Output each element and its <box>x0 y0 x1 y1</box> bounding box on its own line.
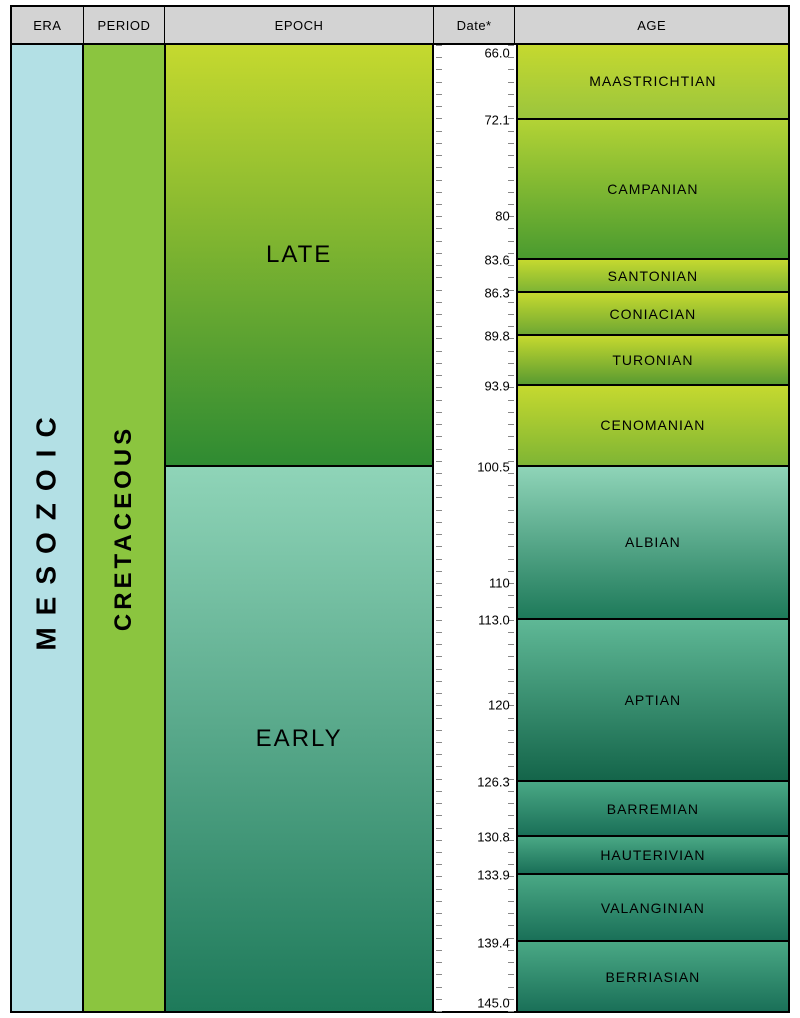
date-tick-label: 110 <box>489 576 510 591</box>
period-strip: CRETACEOUS <box>84 45 166 1011</box>
age-block: CONIACIAN <box>518 293 788 336</box>
date-scale: 66.0 72.1 80 83.6 86.3 89.8 93.9 100.5 110 113.0 1… <box>434 45 515 1011</box>
header-period: PERIOD <box>84 7 166 43</box>
date-tick-label: 126.3 <box>477 775 510 790</box>
header-era: ERA <box>12 7 84 43</box>
age-block: BERRIASIAN <box>518 942 788 1010</box>
age-block: SANTONIAN <box>518 260 788 293</box>
age-block: CAMPANIAN <box>518 120 788 261</box>
age-strip: MAASTRICHTIANCAMPANIANSANTONIANCONIACIAN… <box>516 45 788 1011</box>
date-tick-label: 100.5 <box>477 459 510 474</box>
epoch-strip: LATEEARLY <box>166 45 434 1011</box>
age-block: APTIAN <box>518 620 788 783</box>
age-block: TURONIAN <box>518 336 788 386</box>
age-block: HAUTERIVIAN <box>518 837 788 875</box>
epoch-block: EARLY <box>166 467 432 1011</box>
header-row: ERA PERIOD EPOCH Date* AGE <box>12 7 788 45</box>
age-block: MAASTRICHTIAN <box>518 45 788 120</box>
date-tick-label: 113.0 <box>478 612 510 627</box>
body-row: MESOZOIC CRETACEOUS LATEEARLY 66.0 72.1 80… <box>12 45 788 1011</box>
header-date: Date* <box>434 7 516 43</box>
era-strip: MESOZOIC <box>12 45 84 1011</box>
age-block: BARREMIAN <box>518 782 788 837</box>
date-tick-label: 133.9 <box>477 868 510 883</box>
age-block: ALBIAN <box>518 467 788 620</box>
age-block: CENOMANIAN <box>518 386 788 467</box>
geologic-timescale-chart: ERA PERIOD EPOCH Date* AGE MESOZOIC CRET… <box>10 5 790 1013</box>
date-tick-label: 66.0 <box>484 46 509 61</box>
date-tick-label: 145.0 <box>477 996 510 1011</box>
date-tick-label: 86.3 <box>484 286 509 301</box>
date-tick-label: 80 <box>495 209 509 224</box>
date-tick-label: 130.8 <box>477 830 510 845</box>
period-label: CRETACEOUS <box>110 425 138 631</box>
date-tick-label: 83.6 <box>484 253 509 268</box>
date-tick-label: 89.8 <box>484 329 509 344</box>
epoch-block: LATE <box>166 45 432 467</box>
header-epoch: EPOCH <box>165 7 434 43</box>
age-block: VALANGINIAN <box>518 875 788 942</box>
era-label: MESOZOIC <box>31 405 63 650</box>
date-tick-label: 93.9 <box>484 379 509 394</box>
header-age: AGE <box>515 7 788 43</box>
date-tick-label: 139.4 <box>477 935 510 950</box>
date-tick-label: 72.1 <box>484 112 509 127</box>
date-tick-label: 120 <box>488 698 510 713</box>
